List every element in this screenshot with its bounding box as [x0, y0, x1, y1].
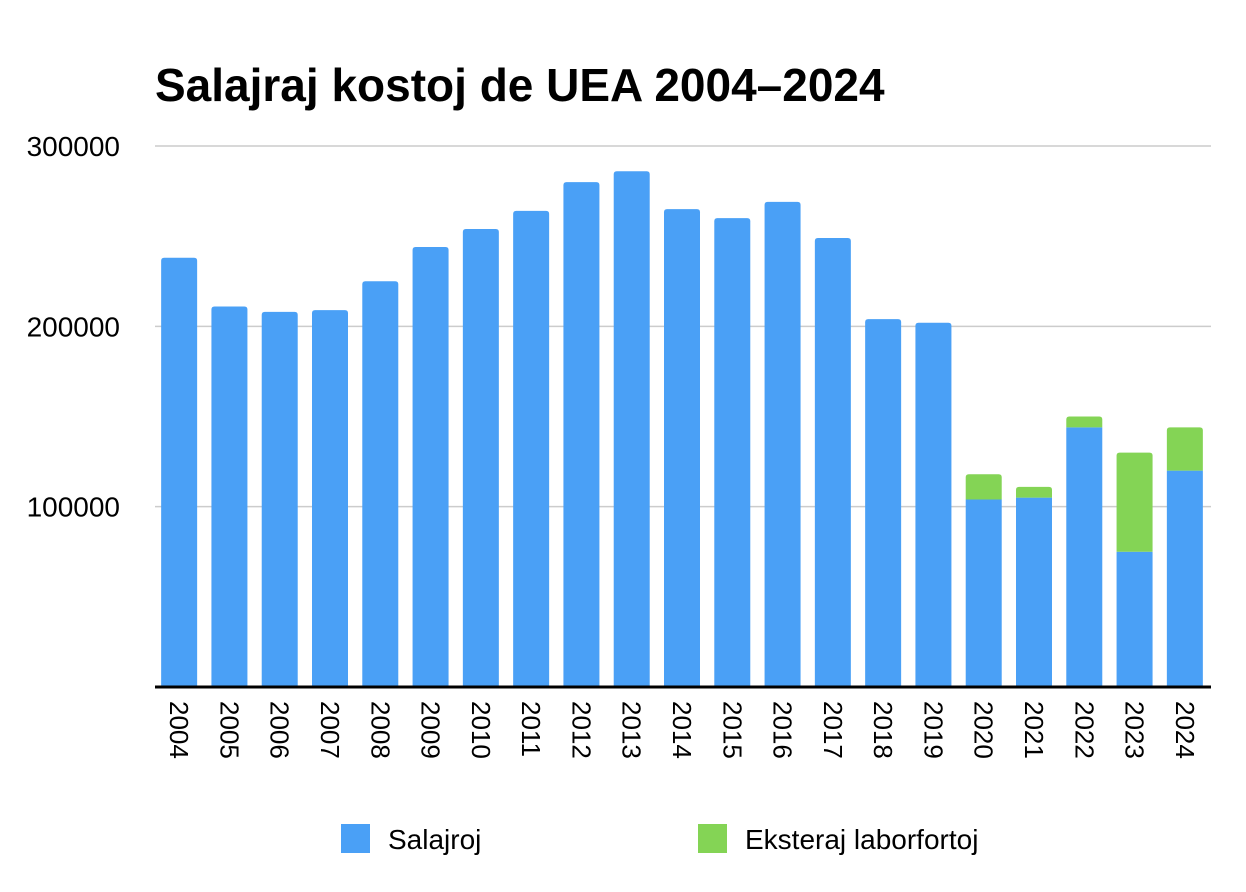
bar-salajroj-2018 [865, 319, 902, 687]
chart-title: Salajraj kostoj de UEA 2004–2024 [155, 59, 885, 111]
x-axis-ticks: 2004 2005 2006 2007 2008 2009 2010 2011 2012 2013… [164, 701, 1200, 759]
x-tick-label: 2008 [365, 701, 395, 759]
x-tick-label: 2010 [466, 701, 496, 759]
bar-salajroj-2012 [563, 182, 600, 688]
x-tick-label: 2018 [868, 701, 898, 759]
bar-salajroj-2008 [362, 281, 399, 687]
x-tick-label: 2007 [315, 701, 345, 759]
legend-swatch [341, 824, 370, 853]
bar-eksteraj-laborfortoj-2024 [1166, 427, 1203, 471]
x-tick-label: 2014 [667, 701, 697, 759]
y-tick-label: 200000 [27, 311, 120, 342]
x-tick-label: 2017 [818, 701, 848, 759]
x-tick-label: 2012 [566, 701, 596, 759]
legend-label: Salajroj [388, 824, 481, 855]
x-tick-label: 2011 [516, 701, 546, 757]
bar-salajroj-2011 [513, 210, 550, 688]
x-tick-label: 2009 [416, 701, 446, 759]
bar-salajroj-2015 [714, 218, 751, 687]
x-tick-label: 2004 [164, 701, 194, 759]
bar-salajroj-2020 [965, 499, 1002, 687]
bar-salajroj-2024 [1166, 470, 1203, 687]
bar-salajroj-2019 [915, 322, 952, 687]
legend: Salajroj Eksteraj laborfortoj [341, 824, 978, 855]
x-tick-label: 2020 [969, 701, 999, 759]
bar-eksteraj-laborfortoj-2021 [1016, 486, 1052, 498]
bar-salajroj-2017 [814, 237, 851, 687]
y-tick-label: 100000 [27, 492, 120, 523]
bar-salajroj-2021 [1016, 497, 1052, 687]
bar-salajroj-2005 [211, 306, 248, 687]
x-tick-label: 2019 [918, 701, 948, 759]
bar-salajroj-2023 [1116, 551, 1153, 687]
bar-salajroj-2007 [312, 310, 348, 687]
x-tick-label: 2015 [717, 701, 747, 759]
bar-salajroj-2009 [412, 246, 449, 687]
x-tick-label: 2024 [1170, 701, 1200, 759]
bar-salajroj-2010 [462, 228, 499, 687]
x-tick-label: 2022 [1069, 701, 1099, 759]
bar-salajroj-2013 [613, 171, 650, 687]
bar-eksteraj-laborfortoj-2020 [965, 474, 1002, 500]
x-tick-label: 2005 [214, 701, 244, 759]
bar-eksteraj-laborfortoj-2022 [1066, 416, 1103, 428]
y-axis-ticks: 100000 200000 300000 [27, 131, 120, 523]
x-tick-label: 2013 [617, 701, 647, 759]
bar-salajroj-2022 [1066, 427, 1103, 687]
legend-label: Eksteraj laborfortoj [745, 824, 978, 855]
bar-salajroj-2004 [161, 257, 198, 687]
bar-salajroj-2016 [764, 201, 801, 688]
x-tick-label: 2006 [265, 701, 295, 759]
x-tick-label: 2023 [1120, 701, 1150, 759]
bar-salajroj-2006 [261, 311, 298, 687]
y-tick-label: 300000 [27, 131, 120, 162]
bar-salajroj-2014 [664, 209, 700, 687]
x-tick-label: 2016 [768, 701, 798, 759]
x-tick-label: 2021 [1019, 701, 1049, 759]
bars [161, 171, 1203, 688]
bar-eksteraj-laborfortoj-2023 [1116, 452, 1153, 552]
legend-swatch [698, 824, 727, 853]
